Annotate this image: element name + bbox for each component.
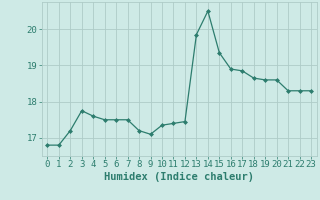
- X-axis label: Humidex (Indice chaleur): Humidex (Indice chaleur): [104, 172, 254, 182]
